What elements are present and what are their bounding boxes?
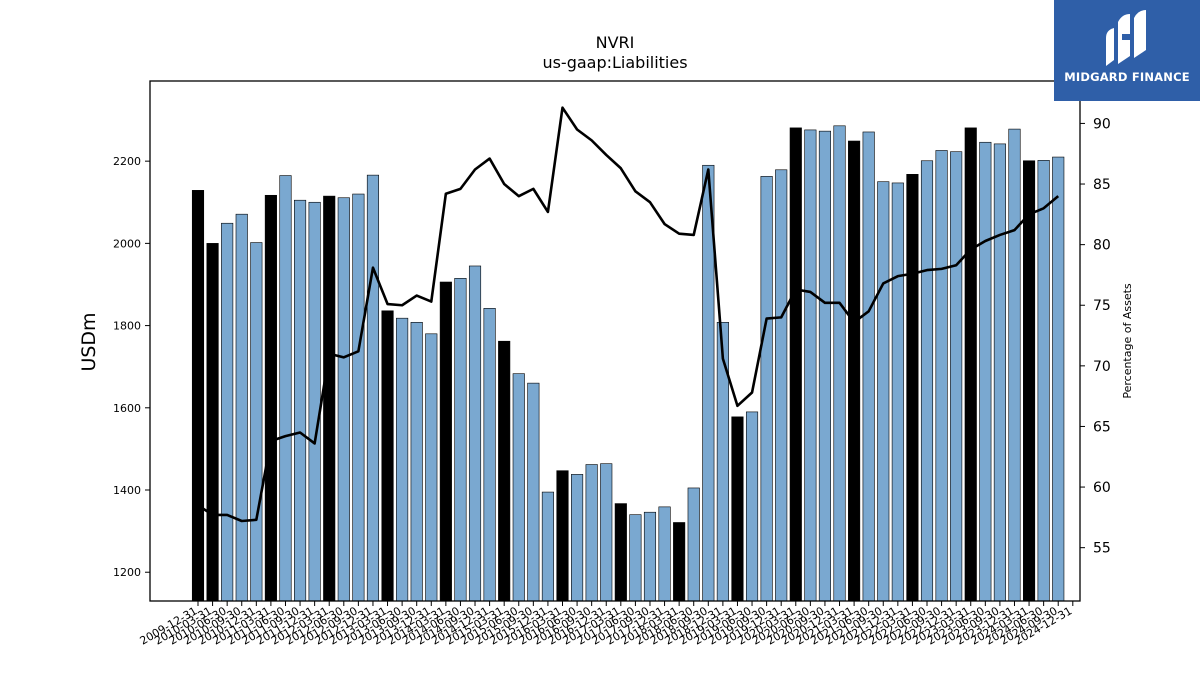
bar	[250, 242, 263, 602]
bar	[1023, 160, 1036, 602]
bar	[425, 333, 438, 602]
midgard-logo-icon	[1106, 10, 1146, 66]
bar	[381, 310, 394, 602]
bar	[1052, 156, 1065, 602]
bar	[191, 190, 205, 602]
bar	[848, 140, 861, 602]
bar	[1037, 160, 1050, 602]
bar	[541, 491, 554, 602]
plot-frame	[149, 80, 1081, 602]
bar	[629, 514, 642, 602]
bar	[950, 151, 963, 602]
bar	[833, 125, 846, 602]
y-axis-left: 1200 1400 1600 1800 2000 2200	[113, 155, 150, 579]
y-tick-label: 1800	[113, 320, 141, 333]
bar	[206, 243, 219, 602]
y-tick-label: 1200	[113, 566, 141, 579]
logo-text: MIDGARD FINANCE	[1064, 70, 1190, 84]
y2-axis-label: Percentage of Assets	[1121, 283, 1134, 399]
y2-tick-label: 55	[1093, 541, 1111, 557]
bar	[454, 278, 467, 602]
bar	[308, 201, 321, 602]
y-axis-right: 55 60 65 70 75 80 85 90	[1080, 116, 1111, 557]
bar	[483, 308, 496, 602]
bar	[468, 265, 482, 602]
chart-subtitle: us-gaap:Liabilities	[542, 53, 687, 72]
bar	[556, 470, 569, 602]
bar	[294, 199, 307, 602]
y2-tick-label: 70	[1093, 359, 1111, 375]
y-tick-label: 2200	[113, 155, 141, 168]
chart-title: NVRI	[596, 33, 635, 52]
percent-line	[197, 106, 1060, 523]
bar-series	[191, 125, 1065, 602]
bar	[658, 506, 671, 602]
bar	[396, 317, 409, 602]
bar	[585, 464, 598, 602]
bar	[687, 487, 700, 602]
y2-tick-label: 60	[1093, 480, 1111, 496]
y2-tick-label: 90	[1093, 116, 1111, 132]
bar	[235, 213, 248, 602]
bar	[862, 131, 875, 602]
bar	[366, 174, 380, 602]
bar	[818, 130, 831, 602]
bar	[571, 474, 584, 602]
bar	[891, 182, 904, 602]
bar	[323, 195, 336, 602]
bar	[673, 522, 686, 602]
y-axis-label: USDm	[78, 312, 100, 371]
y2-tick-label: 80	[1093, 238, 1111, 254]
bar	[337, 197, 350, 602]
bar	[527, 382, 540, 602]
bar	[410, 321, 423, 602]
bar	[439, 281, 452, 602]
bar	[745, 411, 759, 602]
bar	[614, 503, 627, 602]
bar	[731, 416, 744, 602]
y-tick-label: 1400	[113, 484, 141, 497]
y2-tick-label: 65	[1093, 419, 1111, 435]
midgard-finance-logo: MIDGARD FINANCE	[1054, 0, 1200, 101]
bar	[877, 181, 890, 602]
bar	[935, 150, 948, 602]
bar	[760, 176, 773, 602]
y-tick-label: 1600	[113, 402, 141, 415]
bar	[775, 169, 788, 602]
bar	[906, 174, 919, 602]
y2-tick-label: 85	[1093, 177, 1111, 193]
bar	[600, 463, 613, 602]
bar	[920, 160, 934, 602]
bar	[643, 511, 657, 602]
bar	[1008, 128, 1021, 602]
bar	[498, 340, 511, 602]
bar	[716, 321, 729, 602]
bar	[789, 127, 802, 602]
bar	[264, 194, 277, 602]
x-axis: 2009-12-312010-03-312010-06-302010-09-30…	[138, 601, 1074, 648]
bar	[979, 141, 992, 602]
y-tick-label: 2000	[113, 237, 141, 250]
bar	[804, 129, 817, 602]
bar	[221, 222, 234, 602]
bar	[993, 143, 1006, 602]
bar	[279, 175, 292, 602]
bar	[352, 193, 365, 602]
bar	[964, 127, 977, 602]
y2-tick-label: 75	[1093, 298, 1111, 314]
bar	[512, 373, 525, 602]
percent-line-series	[197, 106, 1060, 523]
